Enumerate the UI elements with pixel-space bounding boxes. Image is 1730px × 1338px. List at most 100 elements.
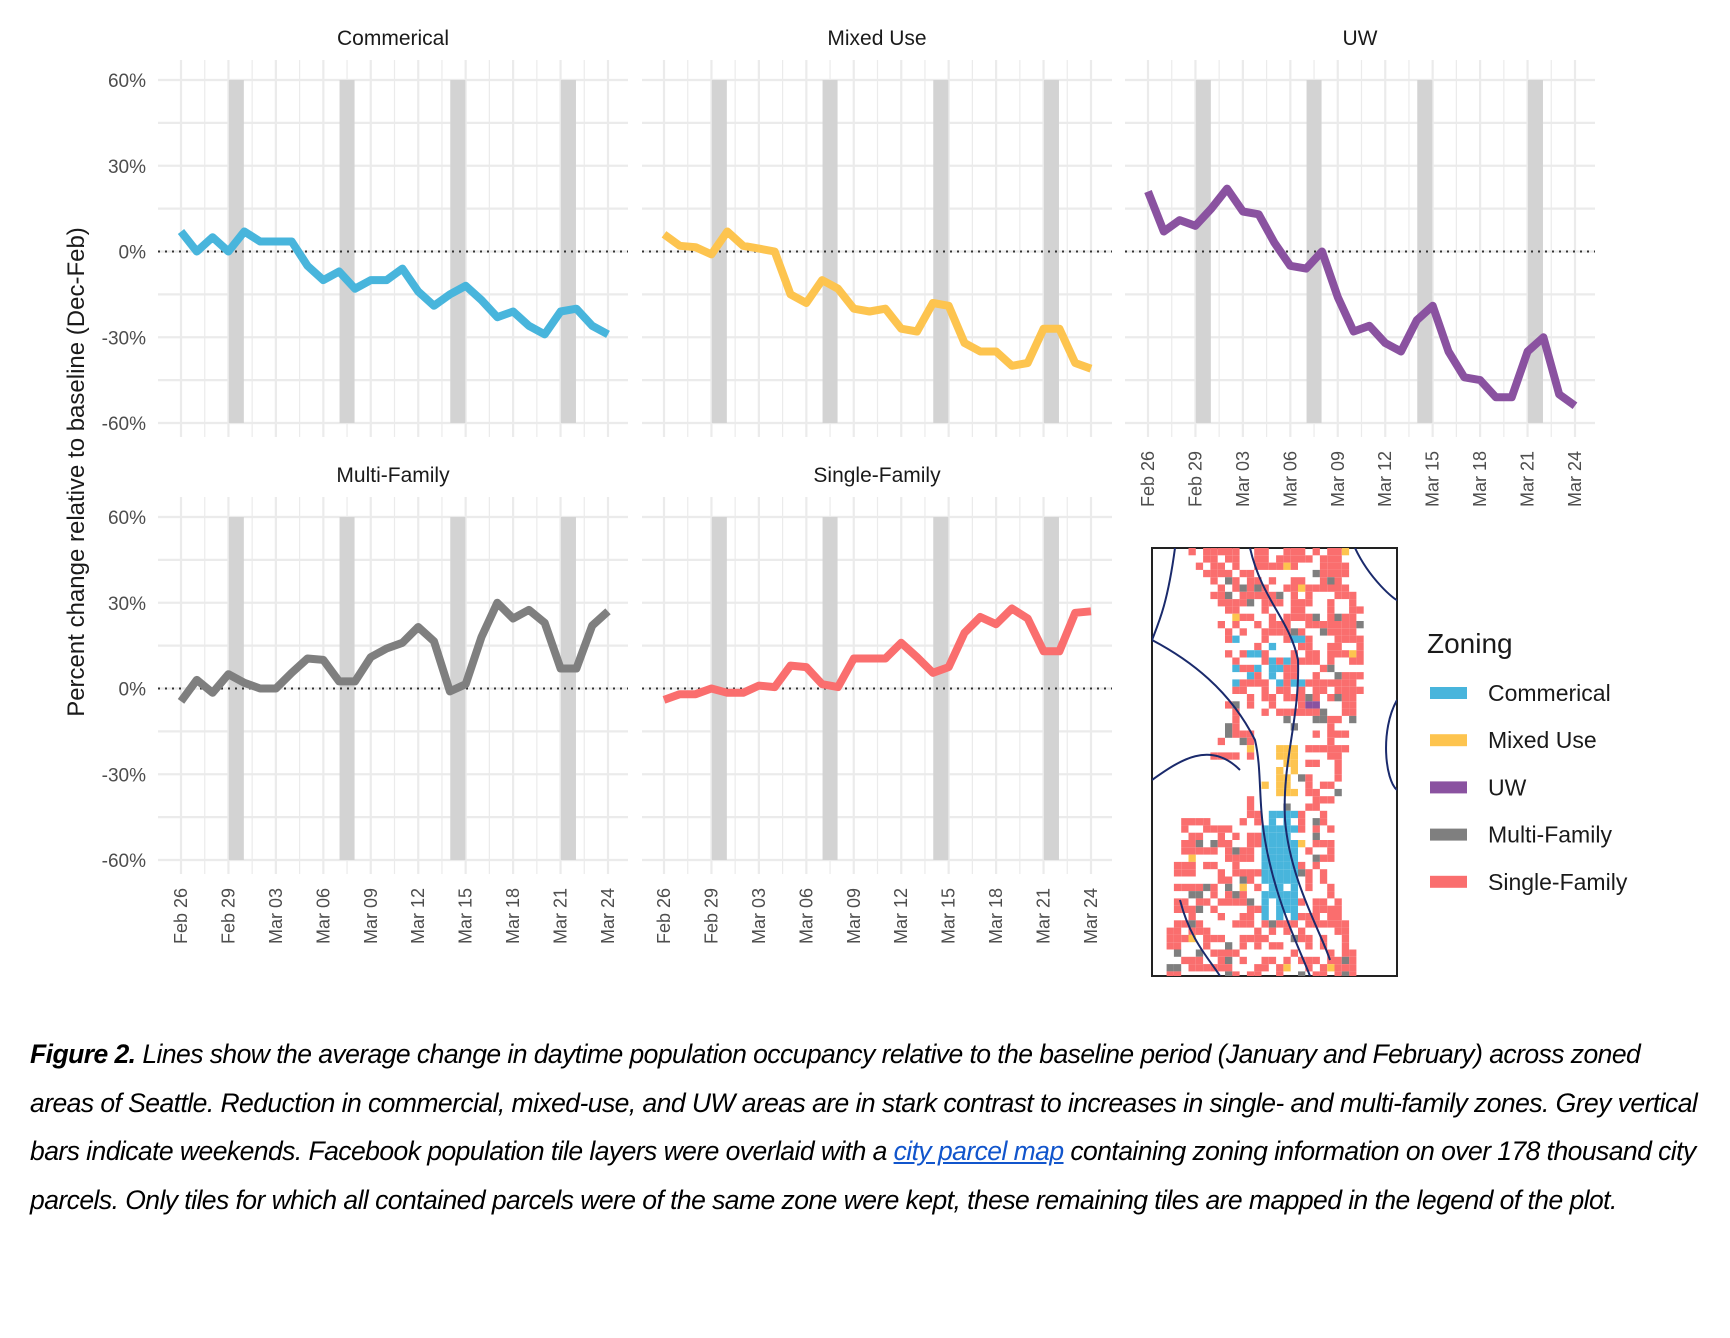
map-tile (1276, 562, 1284, 570)
y-tick-label: 60% (108, 508, 146, 529)
map-tile (1305, 956, 1313, 965)
series-line-single-family (662, 604, 1092, 704)
map-tile (1305, 942, 1313, 950)
map-tile (1254, 577, 1262, 585)
map-tile (1290, 548, 1298, 556)
map-tile (1232, 635, 1240, 643)
map-tile (1319, 577, 1328, 585)
map-tile (1268, 854, 1277, 862)
map-tile (1225, 701, 1233, 709)
map-tile (1188, 956, 1196, 965)
map-tile (1181, 934, 1189, 943)
map-tile (1298, 548, 1306, 556)
map-tile (1334, 679, 1342, 687)
map-tile (1261, 650, 1269, 658)
map-tile (1217, 876, 1225, 884)
x-tick-label: Mar 09 (1328, 451, 1348, 507)
map-tile (1327, 854, 1335, 862)
map-tile (1261, 679, 1269, 687)
map-tile (1327, 956, 1335, 965)
x-tick-label: Mar 06 (1280, 451, 1300, 507)
map-tile (1298, 694, 1306, 702)
map-tile (1188, 840, 1196, 848)
map-tile (1188, 964, 1196, 972)
map-tile (1195, 840, 1204, 848)
map-tile (1341, 635, 1350, 643)
map-tile (1225, 635, 1233, 643)
map-tile (1239, 628, 1247, 636)
map-tile (1349, 621, 1357, 629)
x-tick-label: Mar 03 (749, 888, 769, 944)
map-tile (1268, 810, 1277, 819)
map-tile (1283, 788, 1291, 797)
map-tile (1268, 847, 1277, 855)
map-tile (1254, 672, 1262, 680)
legend-label: Single-Family (1488, 869, 1628, 895)
map-tile (1290, 555, 1298, 563)
map-tile (1225, 898, 1233, 906)
city-parcel-map-link[interactable]: city parcel map (893, 1136, 1065, 1166)
map-tile (1356, 621, 1364, 629)
map-tile (1327, 920, 1335, 928)
map-tile (1246, 934, 1255, 943)
map-tile (1254, 642, 1262, 651)
map-tile (1283, 920, 1291, 928)
legend-key-multi-family (1430, 828, 1467, 841)
map-tile (1312, 708, 1320, 716)
map-tile (1312, 905, 1320, 913)
map-tile (1290, 694, 1298, 702)
map-tile (1290, 920, 1298, 928)
map-shoreline (1152, 548, 1176, 641)
map-tile (1334, 635, 1342, 643)
weekend-bar (1043, 517, 1059, 860)
map-tile (1268, 825, 1277, 833)
map-tile (1327, 621, 1335, 629)
map-tile (1334, 562, 1342, 570)
map-tile (1341, 708, 1350, 716)
map-tile (1246, 694, 1255, 702)
map-tile (1334, 694, 1342, 702)
map-tile (1341, 934, 1350, 943)
map-tile (1195, 847, 1204, 855)
caption-label: Figure 2. (30, 1039, 136, 1069)
map-tile (1232, 606, 1240, 614)
map-tile (1276, 861, 1284, 870)
map-tile (1305, 781, 1313, 789)
map-tile (1261, 606, 1269, 614)
map-tile (1232, 664, 1240, 673)
map-tile (1327, 781, 1335, 789)
map-tile (1181, 905, 1189, 913)
map-tile (1246, 913, 1255, 921)
map-tile (1319, 584, 1328, 592)
map-tile (1239, 854, 1247, 862)
map-tile (1290, 810, 1298, 819)
map-tile (1239, 920, 1247, 928)
map-tile (1290, 767, 1298, 775)
map-tile (1246, 591, 1255, 600)
map-tile (1239, 934, 1247, 943)
map-tile (1356, 657, 1364, 665)
map-tile (1203, 847, 1211, 855)
map-tile (1298, 584, 1306, 592)
map-tile (1268, 883, 1277, 892)
map-tile (1298, 599, 1306, 607)
x-tick-label: Feb 29 (218, 888, 238, 944)
map-tile (1312, 832, 1320, 840)
map-tile (1305, 650, 1313, 658)
map-tile (1298, 577, 1306, 585)
map-tile (1217, 752, 1225, 760)
map-tile (1319, 569, 1328, 578)
map-tile (1261, 686, 1269, 694)
map-tile (1210, 847, 1218, 855)
map-tile (1181, 898, 1189, 906)
map-tile (1327, 664, 1335, 673)
map-tile (1276, 657, 1284, 665)
map-tile (1312, 745, 1320, 753)
map-tile (1283, 956, 1291, 965)
map-tile (1290, 883, 1298, 892)
map-tile (1246, 679, 1255, 687)
map-tile (1290, 723, 1298, 731)
map-tile (1232, 715, 1240, 724)
map-tile (1246, 730, 1255, 738)
map-tile (1261, 905, 1269, 913)
